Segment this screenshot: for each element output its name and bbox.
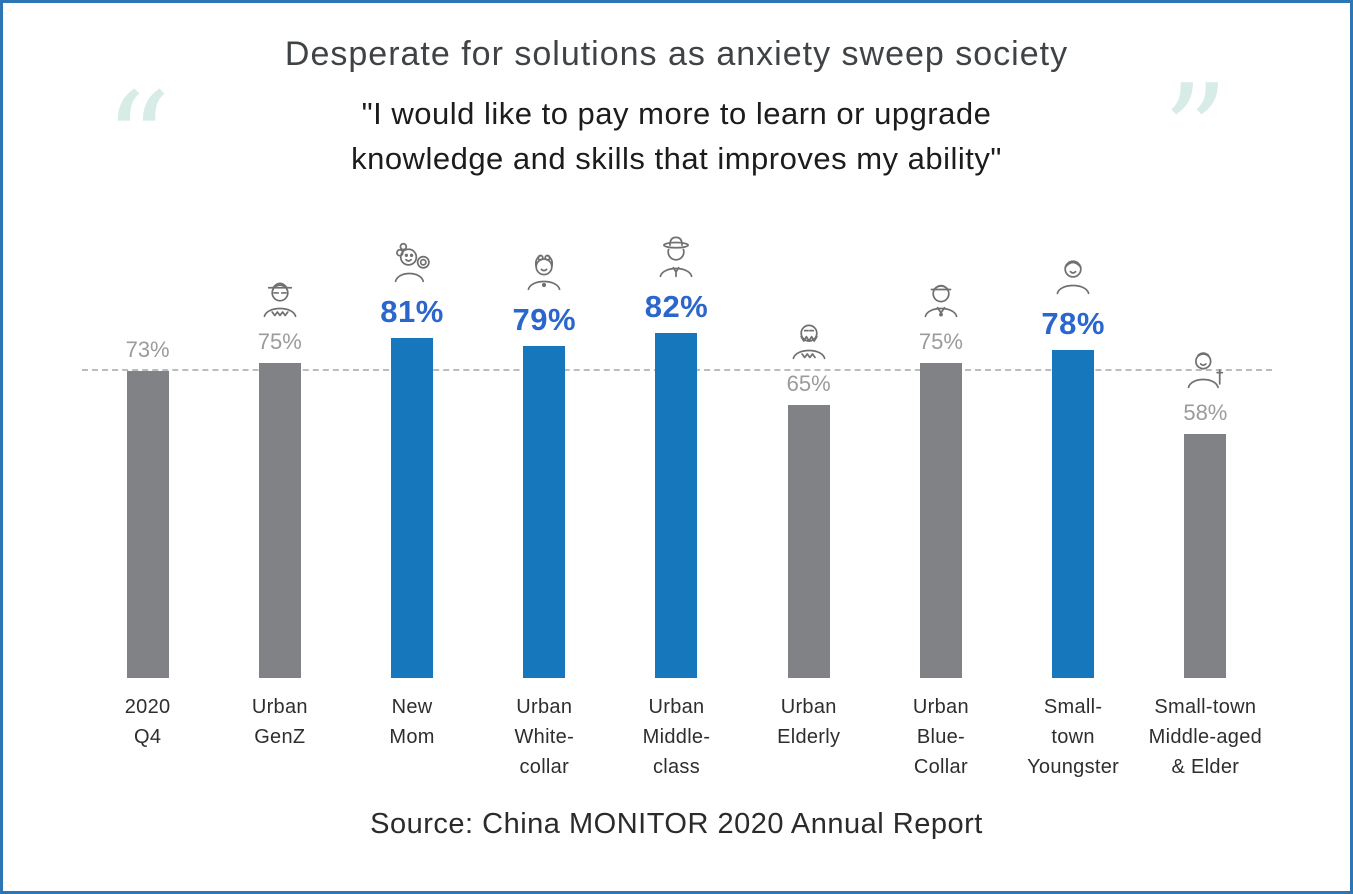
bar bbox=[523, 346, 566, 678]
source-caption: Source: China MONITOR 2020 Annual Report bbox=[370, 807, 983, 840]
category-label: Small-town Middle-aged & Elder bbox=[1139, 692, 1271, 782]
category-label-line: Small-town bbox=[1154, 695, 1257, 718]
bar bbox=[655, 333, 698, 678]
bar bbox=[787, 404, 830, 678]
category-label: New Mom bbox=[346, 692, 478, 782]
category-label-line: Blue- bbox=[916, 725, 966, 748]
middle-aged-elder-icon bbox=[1178, 344, 1232, 396]
category-label-line: 2020 bbox=[124, 695, 171, 718]
category-label-line: Youngster bbox=[1027, 755, 1120, 778]
category-label: Urban GenZ bbox=[214, 692, 346, 782]
category-label: Urban White-collar bbox=[478, 692, 610, 782]
bar bbox=[258, 362, 301, 678]
bar-value-label: 75% bbox=[918, 328, 963, 354]
category-labels-row: 2020 Q4 Urban GenZ New Mom Urban White-collar Ur… bbox=[82, 692, 1272, 782]
bar bbox=[391, 337, 434, 678]
category-label-line: Mom bbox=[389, 725, 435, 748]
chart-column: 82% bbox=[610, 208, 742, 678]
chart-column: 81% bbox=[346, 208, 478, 678]
category-label-line: Urban bbox=[912, 695, 969, 718]
bar-value-label: 58% bbox=[1183, 400, 1228, 426]
chart-column: 73% bbox=[82, 208, 214, 678]
category-label-line: Middle- bbox=[642, 725, 711, 748]
category-label-line: Urban bbox=[516, 695, 573, 718]
chart-column: 78% bbox=[1007, 208, 1139, 678]
bar-value-label: 78% bbox=[1041, 306, 1105, 342]
youngster-icon bbox=[1046, 250, 1100, 302]
open-quote-icon: “ bbox=[104, 64, 171, 216]
category-label-line: Q4 bbox=[133, 725, 162, 748]
category-label-line: class bbox=[652, 755, 701, 778]
category-label: Urban Middle-class bbox=[610, 692, 742, 782]
category-label-line: Urban bbox=[251, 695, 308, 718]
category-label-line: Collar bbox=[913, 755, 968, 778]
category-label-line: White- bbox=[514, 725, 575, 748]
category-label: 2020 Q4 bbox=[82, 692, 214, 782]
blue-collar-icon bbox=[914, 273, 968, 325]
white-collar-icon bbox=[517, 246, 571, 298]
chart-column: 75% bbox=[875, 208, 1007, 678]
chart-columns: 73% 75% 81% 79% 82% 65% 75% 78% 58% bbox=[82, 208, 1272, 678]
bar-value-label: 65% bbox=[786, 370, 831, 396]
bar-chart: 73% 75% 81% 79% 82% 65% 75% 78% 58% bbox=[81, 208, 1272, 678]
chart-column: 58% bbox=[1139, 208, 1271, 678]
category-label-line: Urban bbox=[648, 695, 705, 718]
chart-column: 75% bbox=[214, 208, 346, 678]
bar bbox=[1184, 434, 1227, 678]
category-label-line: & Elder bbox=[1171, 755, 1240, 778]
page-title: Desperate for solutions as anxiety sweep… bbox=[284, 35, 1069, 73]
bar-value-label: 75% bbox=[257, 328, 302, 354]
bar-value-label: 79% bbox=[512, 302, 577, 338]
new-mom-icon bbox=[385, 238, 439, 290]
category-label-line: Small- bbox=[1043, 695, 1103, 718]
category-label: Small-town Youngster bbox=[1007, 692, 1139, 782]
category-label: Urban Elderly bbox=[743, 692, 875, 782]
category-label-line: town bbox=[1051, 725, 1095, 748]
bar-value-label: 73% bbox=[125, 337, 170, 363]
bar-value-label: 81% bbox=[380, 293, 444, 329]
category-label-line: GenZ bbox=[254, 725, 306, 748]
bar bbox=[1052, 350, 1095, 678]
quote-line-2: knowledge and skills that improves my ab… bbox=[351, 140, 1002, 176]
category-label-line: collar bbox=[519, 755, 570, 778]
close-quote-icon: ” bbox=[1162, 56, 1229, 208]
quote-line-1: "I would like to pay more to learn or up… bbox=[361, 96, 992, 131]
chart-column: 65% bbox=[743, 208, 875, 678]
quote-block: “ ” "I would like to pay more to learn o… bbox=[97, 56, 1257, 216]
category-label-line: Urban bbox=[780, 695, 837, 718]
bar bbox=[126, 371, 169, 678]
genz-icon bbox=[253, 273, 307, 325]
chart-column: 79% bbox=[478, 208, 610, 678]
middle-class-icon bbox=[649, 233, 703, 285]
bar-value-label: 82% bbox=[644, 289, 709, 325]
elderly-icon bbox=[782, 315, 836, 367]
category-label-line: Elderly bbox=[777, 725, 841, 748]
category-label: Urban Blue- Collar bbox=[875, 692, 1007, 782]
bar bbox=[919, 362, 962, 678]
category-label-line: Middle-aged bbox=[1148, 725, 1263, 748]
category-label-line: New bbox=[391, 695, 433, 718]
